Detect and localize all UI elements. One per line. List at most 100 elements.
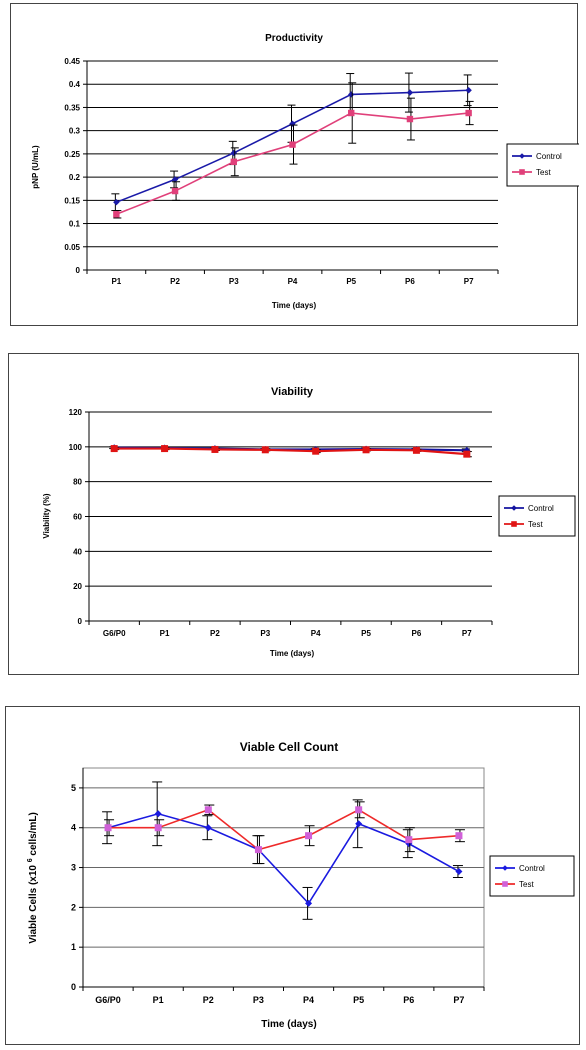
y-axis-label: Viability (%) <box>42 493 51 539</box>
series-test <box>113 82 474 219</box>
y-tick-label: 60 <box>73 513 82 522</box>
x-tick-label: P2 <box>170 277 180 286</box>
y-tick-label: 120 <box>69 408 83 417</box>
data-point <box>355 806 363 814</box>
x-tick-label: P7 <box>462 629 472 638</box>
y-tick-label: 0.1 <box>69 220 81 229</box>
productivity-chart: 0 0.05 0.1 0.15 0.2 0.25 0.3 0.35 0.4 0.45 P1 P2 P3 P… <box>31 33 579 310</box>
legend-box <box>498 495 576 537</box>
x-tick-label: P5 <box>346 277 356 286</box>
data-point <box>230 149 237 157</box>
data-point <box>406 115 414 123</box>
x-tick-label: P2 <box>203 995 214 1005</box>
data-point <box>305 832 313 840</box>
data-point <box>171 187 179 195</box>
y-tick-label: 0 <box>76 266 81 275</box>
data-point <box>211 445 219 453</box>
y-tick-label: 0.2 <box>69 173 81 182</box>
data-point <box>113 198 120 206</box>
x-tick-label: P6 <box>412 629 422 638</box>
data-point <box>171 176 179 183</box>
data-point <box>113 211 120 218</box>
data-point <box>161 445 169 453</box>
data-point <box>230 158 237 165</box>
data-point <box>154 824 162 832</box>
series-control <box>102 781 463 920</box>
x-tick-label: P7 <box>464 277 474 286</box>
x-tick-label: P1 <box>153 995 164 1005</box>
legend-marker-test <box>511 521 517 527</box>
viability-chart-panel: 0 20 40 60 80 100 120 G6/P0 P1 P2 P3 P4 P5 P6 P7 Viabil… <box>8 353 579 675</box>
x-tick-label: P1 <box>160 629 170 638</box>
data-point <box>154 810 162 818</box>
legend-marker-test <box>502 881 508 887</box>
y-axis-label-part: cells/mL) <box>28 812 39 858</box>
x-tick-label: P7 <box>453 995 464 1005</box>
viable-cell-count-chart: 0 1 2 3 4 5 G6/P0 P1 P2 P3 P4 P5 P6 P7 Viable Cell Cou… <box>27 740 575 1030</box>
y-tick-label: 0.3 <box>69 127 81 136</box>
y-tick-label: 0.45 <box>64 57 80 66</box>
series-line <box>107 812 460 905</box>
data-point <box>463 450 471 458</box>
y-tick-label: 0.35 <box>64 103 80 112</box>
x-tick-label: P4 <box>288 277 298 286</box>
chart-title: Viability <box>271 386 314 398</box>
y-tick-label: 5 <box>71 783 76 793</box>
data-point <box>204 806 212 814</box>
data-point <box>406 89 414 96</box>
legend-label-test: Test <box>528 520 543 529</box>
y-axis-label: pNP (U/mL) <box>31 145 40 189</box>
data-point <box>104 824 112 832</box>
x-tick-label: P3 <box>253 995 264 1005</box>
viability-chart: 0 20 40 60 80 100 120 G6/P0 P1 P2 P3 P4 P5 P6 P7 Viabil… <box>42 386 576 658</box>
y-tick-label: 2 <box>71 902 76 912</box>
y-tick-label: 3 <box>71 863 76 873</box>
x-tick-label: P3 <box>260 629 270 638</box>
viable-cell-count-chart-panel: 0 1 2 3 4 5 G6/P0 P1 P2 P3 P4 P5 P6 P7 Viable Cell Cou… <box>5 706 580 1045</box>
x-axis-label: Time (days) <box>270 649 315 658</box>
x-tick-label: P4 <box>311 629 321 638</box>
x-tick-label: P3 <box>229 277 239 286</box>
data-point <box>305 899 313 907</box>
data-point <box>110 445 118 453</box>
productivity-chart-panel: 0 0.05 0.1 0.15 0.2 0.25 0.3 0.35 0.4 0.45 P1 P2 P3 P… <box>10 3 579 326</box>
y-tick-label: 20 <box>73 582 82 591</box>
x-tick-label: G6/P0 <box>103 629 126 638</box>
legend-label-test: Test <box>536 168 551 177</box>
legend-box <box>506 143 579 187</box>
x-tick-label: P5 <box>361 629 371 638</box>
data-point <box>455 832 463 840</box>
x-tick-label: P6 <box>405 277 415 286</box>
data-point <box>465 109 472 117</box>
data-point <box>455 868 463 876</box>
y-tick-label: 0.4 <box>69 80 81 89</box>
series-test <box>104 801 465 865</box>
data-point <box>261 446 269 454</box>
data-point <box>355 820 363 828</box>
data-point <box>312 447 320 455</box>
y-tick-label: 0 <box>78 617 83 626</box>
data-point <box>254 846 262 854</box>
y-tick-label: 0.15 <box>64 196 80 205</box>
y-axis-label-superscript: 6 <box>27 858 34 862</box>
y-tick-label: 0.05 <box>64 243 80 252</box>
y-tick-label: 80 <box>73 478 82 487</box>
data-point <box>289 120 296 127</box>
data-point <box>204 824 212 832</box>
series-line <box>114 447 467 456</box>
series-test <box>110 445 472 458</box>
chart-title: Productivity <box>265 33 323 44</box>
legend-label-control: Control <box>519 864 545 873</box>
y-axis-label: Viable Cells (x10 6 cells/mL) <box>27 812 39 944</box>
legend-box <box>489 855 575 897</box>
x-tick-label: G6/P0 <box>95 995 121 1005</box>
x-tick-label: P6 <box>403 995 414 1005</box>
y-tick-label: 0 <box>71 982 76 992</box>
x-tick-label: P5 <box>353 995 364 1005</box>
data-point <box>362 446 370 454</box>
y-tick-label: 40 <box>73 547 82 556</box>
data-point <box>412 446 420 454</box>
x-tick-label: P1 <box>111 277 121 286</box>
x-axis-label: Time (days) <box>261 1019 316 1030</box>
data-point <box>348 109 355 117</box>
